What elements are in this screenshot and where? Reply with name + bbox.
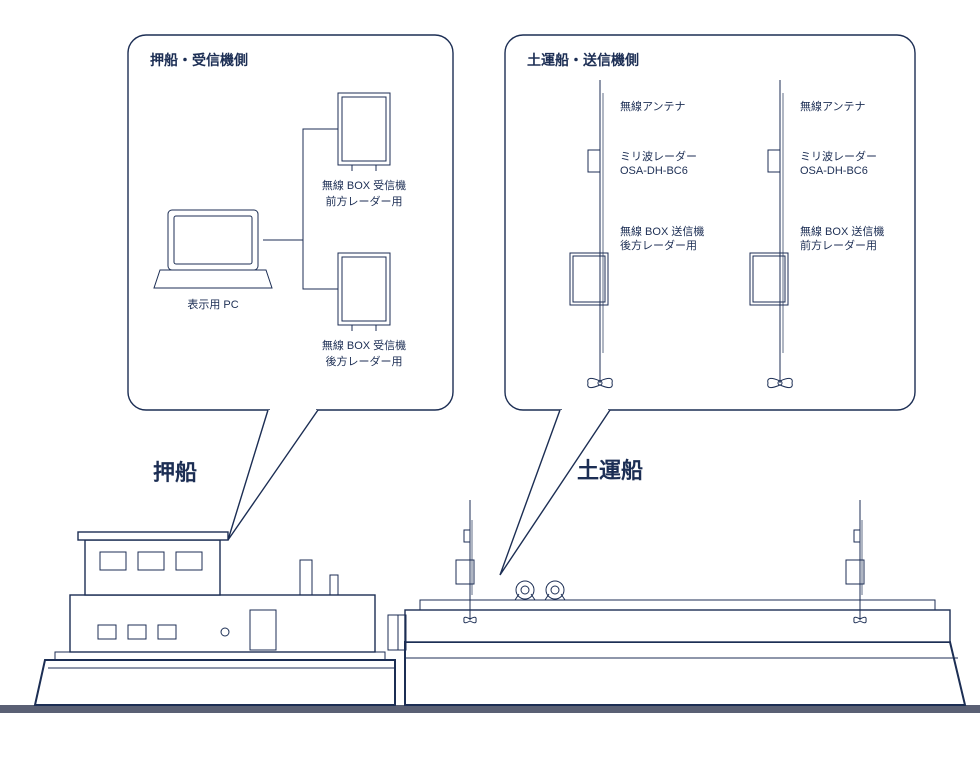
right-callout-tail: [500, 410, 610, 575]
pushboat-name: 押船: [153, 460, 197, 485]
radar-label-1-front: ミリ波レーダー: [800, 149, 877, 163]
tx-label-2-rear: 後方レーダー用: [620, 238, 697, 252]
rx2-label-2: 後方レーダー用: [326, 354, 403, 368]
barge-deck: [405, 610, 950, 642]
rx1-label-1: 無線 BOX 受信機: [322, 178, 406, 192]
radar-label-2-rear: OSA-DH-BC6: [620, 165, 688, 177]
rx2-label-1: 無線 BOX 受信機: [322, 338, 406, 352]
right-callout-title: 土運船・送信機側: [527, 52, 639, 68]
radar-label-2-front: OSA-DH-BC6: [800, 165, 868, 177]
pushboat-deck: [70, 595, 375, 652]
pushboat-wheelhouse: [85, 540, 220, 595]
right-callout-box: [505, 35, 915, 410]
winch-icon: [546, 581, 564, 599]
tx-label-1-front: 無線 BOX 送信機: [800, 224, 884, 238]
pc-label: 表示用 PC: [187, 297, 238, 311]
water-line: [0, 705, 980, 713]
barge-hull: [405, 642, 965, 705]
tx-label-1-rear: 無線 BOX 送信機: [620, 224, 704, 238]
radar-label-1-rear: ミリ波レーダー: [620, 149, 697, 163]
left-callout-tail: [228, 410, 318, 540]
winch-icon: [516, 581, 534, 599]
antenna-label-rear: 無線アンテナ: [620, 99, 686, 113]
tx-label-2-front: 前方レーダー用: [800, 238, 877, 252]
antenna-label-front: 無線アンテナ: [800, 99, 866, 113]
left-callout-title: 押船・受信機側: [150, 52, 248, 68]
pushboat-hull: [35, 660, 395, 705]
system-diagram: 押船・受信機側表示用 PC無線 BOX 受信機前方レーダー用無線 BOX 受信機…: [0, 0, 980, 769]
barge-name: 土運船: [577, 458, 643, 483]
left-callout-box: [128, 35, 453, 410]
rx1-label-2: 前方レーダー用: [326, 194, 403, 208]
